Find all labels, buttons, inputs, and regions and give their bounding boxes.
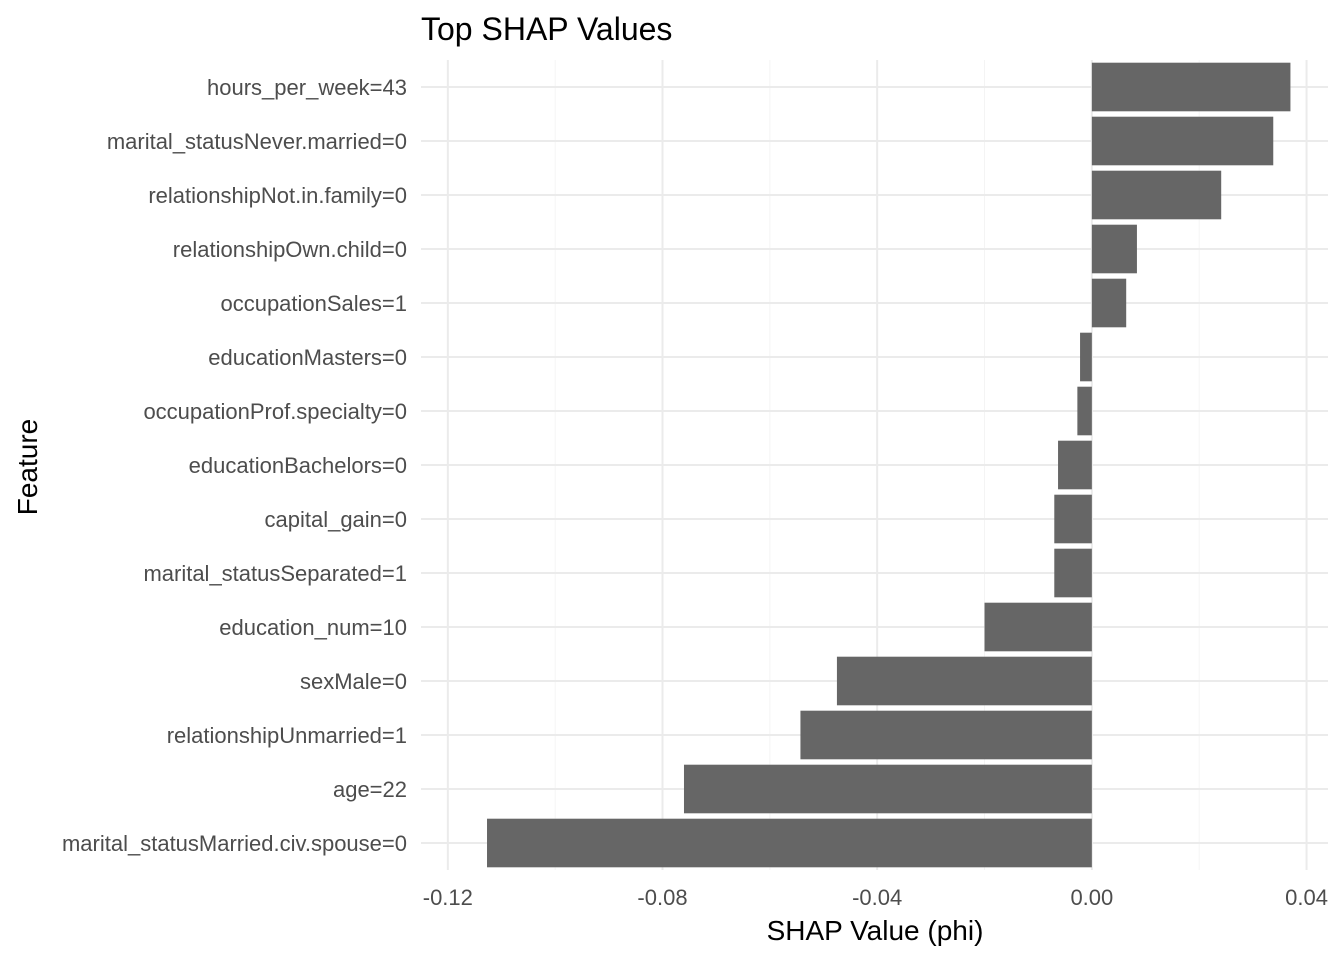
bar (1054, 548, 1092, 598)
y-tick-label: occupationProf.specialty=0 (143, 399, 407, 424)
y-tick-labels: hours_per_week=43 marital_statusNever.mar… (62, 75, 407, 856)
bar (1077, 386, 1092, 436)
y-tick-label: education_num=10 (219, 615, 407, 640)
bar (800, 710, 1092, 760)
chart-title: Top SHAP Values (421, 11, 672, 47)
bar (984, 602, 1092, 652)
y-tick-label: educationBachelors=0 (189, 453, 407, 478)
y-tick-label: relationshipUnmarried=1 (167, 723, 407, 748)
bar (683, 764, 1092, 814)
y-tick-label: educationMasters=0 (208, 345, 407, 370)
bar (1091, 278, 1127, 328)
grid-layer (421, 60, 1328, 870)
bar (1091, 224, 1137, 274)
bar (836, 656, 1092, 706)
bar (1091, 170, 1222, 220)
x-tick-label: 0.00 (1070, 885, 1113, 910)
bar (487, 818, 1092, 868)
x-tick-labels: -0.12 -0.08 -0.04 0.00 0.04 (423, 885, 1328, 910)
bar-layer (487, 62, 1291, 868)
x-tick-label: -0.12 (423, 885, 473, 910)
x-axis-title: SHAP Value (phi) (767, 915, 984, 946)
y-tick-label: marital_statusSeparated=1 (143, 561, 407, 586)
y-tick-label: occupationSales=1 (220, 291, 407, 316)
y-tick-label: marital_statusNever.married=0 (107, 129, 407, 154)
y-tick-label: relationshipNot.in.family=0 (148, 183, 407, 208)
y-tick-label: sexMale=0 (300, 669, 407, 694)
bar (1091, 62, 1291, 112)
y-tick-label: age=22 (333, 777, 407, 802)
bar (1080, 332, 1092, 382)
bar (1054, 494, 1092, 544)
y-axis-title: Feature (12, 419, 43, 516)
y-tick-label: relationshipOwn.child=0 (173, 237, 407, 262)
bar (1091, 116, 1274, 166)
bar (1058, 440, 1092, 490)
y-tick-label: marital_statusMarried.civ.spouse=0 (62, 831, 407, 856)
x-tick-label: 0.04 (1285, 885, 1328, 910)
y-tick-label: capital_gain=0 (264, 507, 407, 532)
x-tick-label: -0.04 (852, 885, 902, 910)
x-tick-label: -0.08 (637, 885, 687, 910)
y-tick-label: hours_per_week=43 (207, 75, 407, 100)
